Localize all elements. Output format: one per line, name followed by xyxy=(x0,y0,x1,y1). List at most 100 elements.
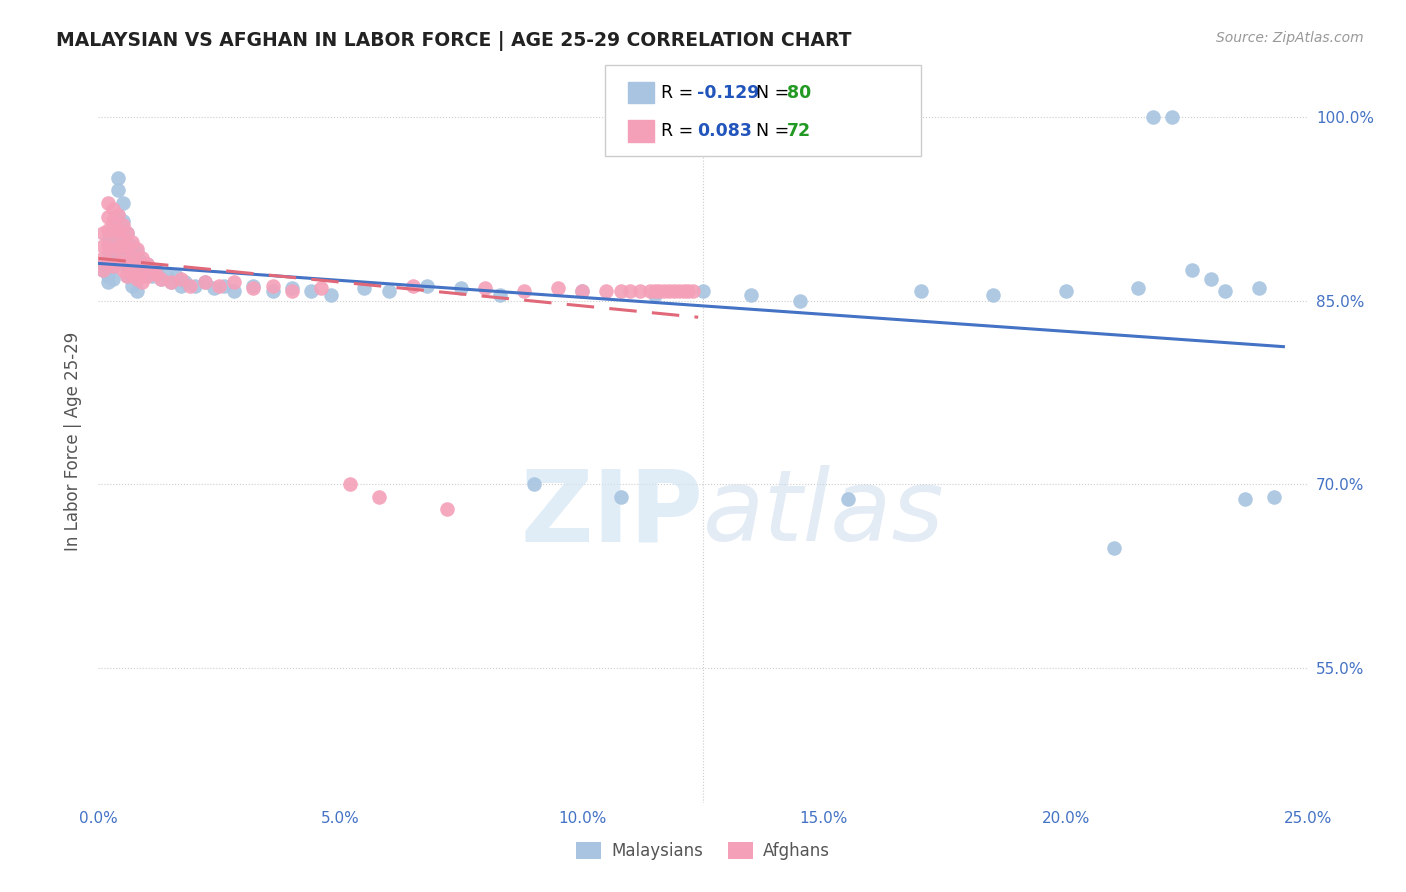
Point xyxy=(117,238,139,252)
Point xyxy=(127,257,149,271)
Point xyxy=(97,251,120,265)
Point xyxy=(117,269,139,284)
Point xyxy=(1142,110,1164,124)
Point xyxy=(111,257,134,271)
Point xyxy=(450,281,472,295)
Y-axis label: In Labor Force | Age 25-29: In Labor Force | Age 25-29 xyxy=(65,332,83,551)
Text: 80: 80 xyxy=(787,84,811,102)
Point xyxy=(262,284,284,298)
Point xyxy=(101,220,124,235)
Point xyxy=(212,279,235,293)
Point xyxy=(789,293,811,308)
Point xyxy=(101,260,124,274)
Point xyxy=(668,284,690,298)
Point xyxy=(107,208,129,222)
Point xyxy=(150,271,173,285)
Point xyxy=(127,271,149,285)
Point xyxy=(262,279,284,293)
Text: N =: N = xyxy=(756,122,796,140)
Point xyxy=(179,279,201,293)
Point xyxy=(377,284,399,298)
Point xyxy=(117,254,139,268)
Point xyxy=(107,242,129,256)
Text: 0.083: 0.083 xyxy=(697,122,752,140)
Point xyxy=(489,287,512,301)
Point xyxy=(619,284,641,298)
Point xyxy=(121,279,143,293)
Point xyxy=(222,284,245,298)
Point xyxy=(117,227,139,241)
Point xyxy=(174,276,197,290)
Point xyxy=(571,284,593,298)
Point xyxy=(194,276,217,290)
Point xyxy=(97,211,120,225)
Point xyxy=(101,260,124,274)
Point xyxy=(222,276,245,290)
Text: 72: 72 xyxy=(787,122,811,140)
Point xyxy=(368,490,391,504)
Point xyxy=(204,281,226,295)
Point xyxy=(1102,541,1125,555)
Point xyxy=(155,267,177,281)
Text: ZIP: ZIP xyxy=(520,466,703,562)
Point xyxy=(111,214,134,228)
Point xyxy=(131,263,153,277)
Point xyxy=(145,267,167,281)
Text: R =: R = xyxy=(661,84,699,102)
Point xyxy=(740,287,762,301)
Text: MALAYSIAN VS AFGHAN IN LABOR FORCE | AGE 25-29 CORRELATION CHART: MALAYSIAN VS AFGHAN IN LABOR FORCE | AGE… xyxy=(56,31,852,51)
Point xyxy=(101,227,124,241)
Point xyxy=(513,284,536,298)
Point xyxy=(121,235,143,249)
Point xyxy=(111,238,134,252)
Point xyxy=(101,214,124,228)
Point xyxy=(111,247,134,261)
Point xyxy=(692,284,714,298)
Point xyxy=(121,254,143,268)
Point xyxy=(169,271,191,285)
Point xyxy=(97,222,120,236)
Point xyxy=(1263,490,1285,504)
Point xyxy=(131,251,153,265)
Point xyxy=(145,263,167,277)
Point xyxy=(111,232,134,246)
Text: R =: R = xyxy=(661,122,699,140)
Point xyxy=(91,227,114,241)
Point xyxy=(107,171,129,186)
Point xyxy=(107,222,129,236)
Point xyxy=(135,257,157,271)
Point xyxy=(644,284,666,298)
Point xyxy=(101,238,124,252)
Point xyxy=(131,254,153,268)
Point xyxy=(135,257,157,271)
Point xyxy=(610,490,633,504)
Point xyxy=(91,263,114,277)
Point xyxy=(101,251,124,265)
Point xyxy=(648,284,671,298)
Point xyxy=(610,284,633,298)
Point xyxy=(638,284,661,298)
Point xyxy=(353,281,375,295)
Point xyxy=(141,263,163,277)
Point xyxy=(91,238,114,252)
Text: -0.129: -0.129 xyxy=(697,84,759,102)
Point xyxy=(672,284,695,298)
Point xyxy=(682,284,704,298)
Point xyxy=(101,271,124,285)
Point xyxy=(1180,263,1202,277)
Point xyxy=(981,287,1004,301)
Point xyxy=(571,284,593,298)
Text: atlas: atlas xyxy=(703,466,945,562)
Point xyxy=(97,232,120,246)
Point xyxy=(281,284,304,298)
Point xyxy=(131,269,153,284)
Point xyxy=(127,271,149,285)
Point xyxy=(107,208,129,222)
Point xyxy=(1249,281,1271,295)
Legend: Malaysians, Afghans: Malaysians, Afghans xyxy=(569,835,837,867)
Point xyxy=(111,263,134,277)
Point xyxy=(107,227,129,241)
Point xyxy=(150,271,173,285)
Point xyxy=(436,502,458,516)
Point xyxy=(121,269,143,284)
